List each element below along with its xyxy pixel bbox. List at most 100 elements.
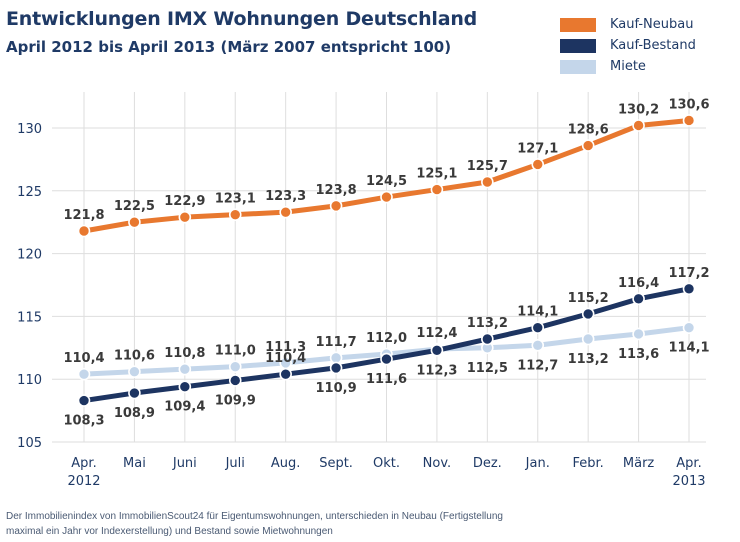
data-label-miete: 113,6 bbox=[618, 347, 659, 362]
data-point-kauf-bestand bbox=[581, 307, 595, 321]
data-label-miete: 112,7 bbox=[517, 358, 558, 373]
data-label-kauf-neubau: 125,7 bbox=[467, 159, 508, 174]
data-label-kauf-neubau: 130,6 bbox=[668, 97, 709, 112]
data-label-kauf-bestand: 112,3 bbox=[416, 363, 457, 378]
data-label-miete: 112,5 bbox=[467, 361, 508, 376]
data-label-kauf-bestand: 108,9 bbox=[114, 406, 155, 421]
data-point-miete bbox=[128, 365, 141, 378]
data-label-kauf-neubau: 128,6 bbox=[568, 123, 609, 138]
data-label-kauf-bestand: 110,4 bbox=[265, 351, 306, 366]
legend-label-kauf-bestand: Kauf-Bestand bbox=[610, 38, 696, 53]
data-point-miete bbox=[581, 332, 595, 346]
data-label-miete: 112,0 bbox=[366, 331, 407, 346]
footer-note: Der Immobilienindex von ImmobilienScout2… bbox=[6, 511, 503, 537]
x-tick-year-label: 2012 bbox=[67, 474, 100, 489]
data-point-miete bbox=[682, 321, 696, 335]
data-point-kauf-bestand bbox=[128, 386, 141, 400]
y-tick-label: 110 bbox=[17, 373, 42, 388]
x-tick-label: Juli bbox=[225, 456, 245, 471]
data-label-miete: 110,8 bbox=[164, 346, 205, 361]
legend-item-kauf-bestand: Kauf-Bestand bbox=[560, 35, 696, 56]
data-point-kauf-bestand bbox=[329, 361, 343, 375]
data-point-kauf-neubau bbox=[481, 175, 494, 189]
x-tick-label: Sept. bbox=[319, 456, 353, 471]
data-point-kauf-neubau bbox=[77, 224, 91, 238]
data-label-kauf-bestand: 109,9 bbox=[215, 393, 256, 408]
x-tick-label: Dez. bbox=[473, 456, 502, 471]
data-point-kauf-bestand bbox=[682, 282, 696, 296]
data-label-kauf-bestand: 110,9 bbox=[316, 381, 357, 396]
data-point-kauf-neubau bbox=[430, 183, 444, 196]
data-label-miete: 114,1 bbox=[668, 341, 709, 356]
data-label-kauf-neubau: 130,2 bbox=[618, 102, 659, 117]
data-point-kauf-neubau bbox=[531, 158, 545, 171]
data-point-kauf-neubau bbox=[279, 205, 292, 219]
data-label-miete: 110,6 bbox=[114, 349, 155, 364]
chart-title: Entwicklungen IMX Wohnungen Deutschland bbox=[6, 8, 478, 30]
legend-label-miete: Miete bbox=[610, 59, 646, 74]
data-label-kauf-neubau: 123,8 bbox=[316, 183, 357, 198]
x-tick-label: Okt. bbox=[373, 456, 400, 471]
data-point-kauf-neubau bbox=[682, 114, 696, 127]
data-label-kauf-neubau: 123,1 bbox=[215, 192, 256, 207]
x-tick-label: Mai bbox=[123, 456, 146, 471]
data-label-kauf-bestand: 109,4 bbox=[164, 400, 205, 415]
data-point-kauf-bestand bbox=[380, 352, 393, 366]
data-point-miete bbox=[77, 367, 91, 381]
data-label-kauf-bestand: 113,2 bbox=[467, 316, 508, 331]
data-point-kauf-bestand bbox=[77, 394, 91, 407]
data-label-kauf-neubau: 122,9 bbox=[164, 194, 205, 209]
data-point-kauf-neubau bbox=[329, 199, 343, 213]
chart-subtitle: April 2012 bis April 2013 (März 2007 ent… bbox=[6, 38, 452, 56]
data-label-kauf-bestand: 116,4 bbox=[618, 276, 659, 291]
x-tick-label: Nov. bbox=[423, 456, 452, 471]
legend-item-miete: Miete bbox=[560, 56, 696, 77]
data-point-kauf-bestand bbox=[531, 321, 545, 335]
data-point-kauf-neubau bbox=[178, 210, 192, 224]
data-point-kauf-bestand bbox=[178, 380, 192, 394]
data-label-kauf-bestand: 115,2 bbox=[568, 291, 609, 306]
x-tick-label: Apr. bbox=[71, 456, 96, 471]
x-tick-label: Febr. bbox=[573, 456, 604, 471]
y-tick-label: 115 bbox=[17, 310, 42, 325]
y-tick-label: 125 bbox=[17, 185, 42, 200]
legend-label-kauf-neubau: Kauf-Neubau bbox=[610, 17, 694, 32]
data-point-kauf-bestand bbox=[430, 344, 444, 357]
data-label-miete: 111,3 bbox=[265, 340, 306, 355]
data-label-kauf-bestand: 108,3 bbox=[63, 414, 104, 429]
y-tick-label: 130 bbox=[17, 122, 42, 137]
legend-swatch-kauf-neubau bbox=[560, 17, 596, 32]
data-point-miete bbox=[228, 360, 242, 373]
data-point-kauf-bestand bbox=[279, 367, 292, 381]
data-point-miete bbox=[632, 327, 645, 341]
x-tick-label: Apr. bbox=[676, 456, 701, 471]
x-tick-label: Jan. bbox=[525, 456, 550, 471]
x-tick-label: März bbox=[623, 456, 655, 471]
data-point-kauf-neubau bbox=[632, 119, 645, 132]
data-label-kauf-neubau: 123,3 bbox=[265, 189, 306, 204]
data-label-kauf-bestand: 111,6 bbox=[366, 372, 407, 387]
legend-swatch-kauf-bestand bbox=[560, 38, 596, 53]
x-tick-year-label: 2013 bbox=[672, 474, 705, 489]
data-point-kauf-bestand bbox=[481, 332, 494, 346]
legend-item-kauf-neubau: Kauf-Neubau bbox=[560, 14, 696, 35]
data-point-miete bbox=[178, 362, 192, 376]
data-label-kauf-neubau: 121,8 bbox=[63, 208, 104, 223]
data-point-kauf-bestand bbox=[632, 292, 645, 306]
data-label-miete: 113,2 bbox=[568, 352, 609, 367]
data-point-kauf-neubau bbox=[128, 215, 141, 229]
data-label-miete: 112,4 bbox=[416, 326, 457, 341]
data-label-miete: 111,0 bbox=[215, 344, 256, 359]
data-label-miete: 111,7 bbox=[316, 335, 357, 350]
legend: Kauf-Neubau Kauf-Bestand Miete bbox=[560, 14, 696, 77]
data-label-kauf-neubau: 122,5 bbox=[114, 199, 155, 214]
data-point-kauf-neubau bbox=[581, 139, 595, 152]
data-label-kauf-neubau: 127,1 bbox=[517, 141, 558, 156]
legend-swatch-miete bbox=[560, 59, 596, 74]
y-tick-label: 120 bbox=[17, 248, 42, 263]
x-tick-label: Juni bbox=[172, 456, 197, 471]
data-point-miete bbox=[531, 338, 545, 352]
line-chart: 105 110 115 120 125 130 Apr. 2012 Mai Juni Juli Aug… bbox=[17, 92, 710, 489]
data-label-miete: 110,4 bbox=[63, 351, 104, 366]
data-label-kauf-neubau: 125,1 bbox=[416, 167, 457, 182]
